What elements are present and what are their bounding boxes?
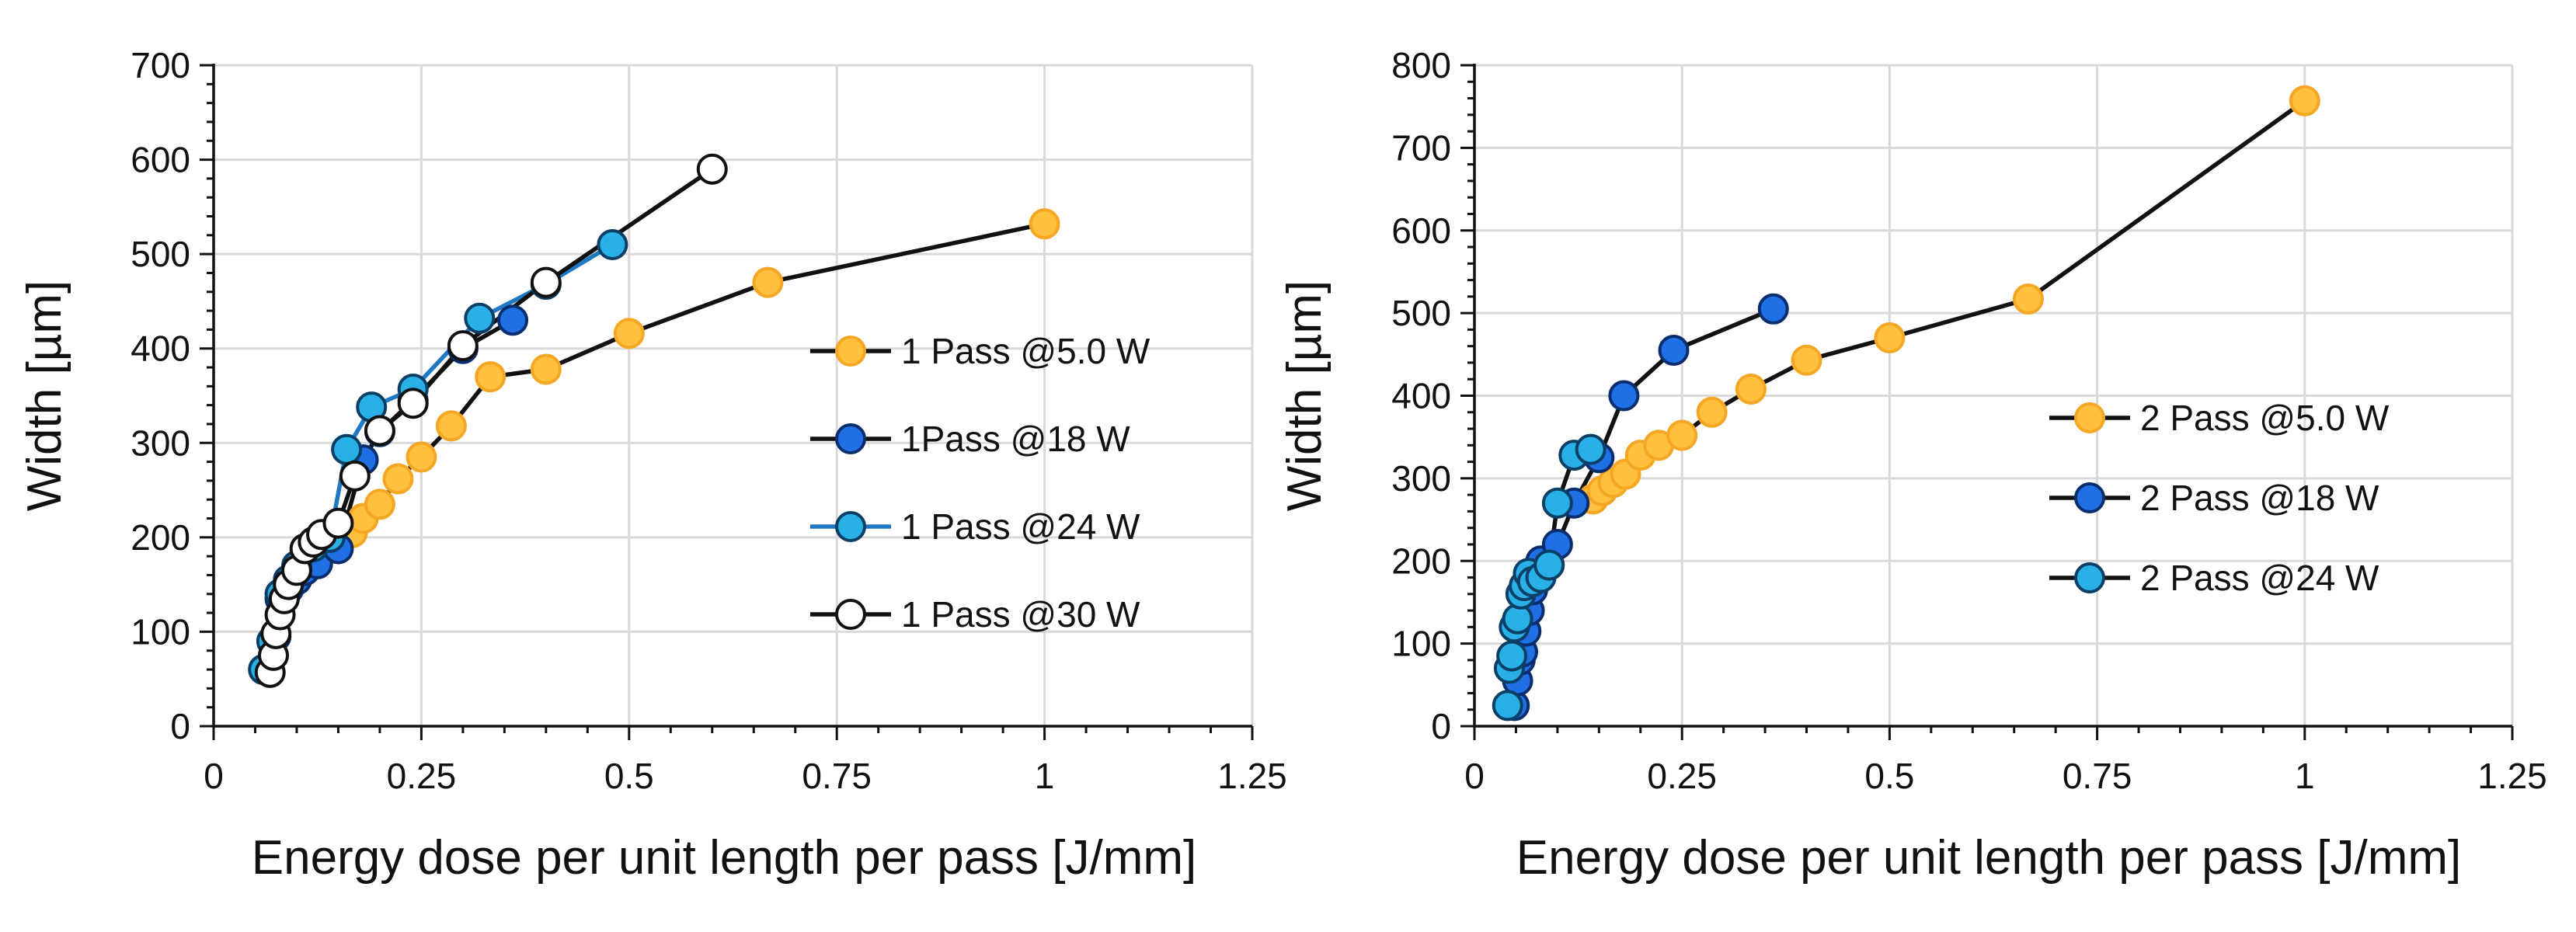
left-y-axis-title: Width [µm] (18, 280, 71, 512)
left-y-tick-label: 300 (131, 423, 190, 463)
left-series-1-point (530, 353, 562, 385)
left-series-4-point (447, 330, 479, 362)
right-y-tick-label: 800 (1391, 45, 1451, 85)
right-x-tick-label: 0.25 (1647, 756, 1717, 796)
left-series-1-point (1029, 208, 1060, 240)
right-y-tick-label: 500 (1391, 293, 1451, 333)
left-series-4-point (322, 507, 354, 539)
right-x-tick-label: 0.5 (1864, 756, 1914, 796)
left-series-1-point (382, 463, 414, 495)
right-legend-marker-3 (2074, 562, 2105, 593)
left-legend-label-2: 1Pass @18 W (901, 419, 1130, 459)
left-series-4-point (339, 460, 371, 492)
right-x-axis-title: Energy dose per unit length per pass [J/… (1516, 831, 2462, 885)
left-series-2-point (497, 304, 529, 336)
left-x-tick-label: 0.25 (387, 756, 457, 796)
right-y-tick-label: 700 (1391, 127, 1451, 168)
right-series-1-point (1874, 322, 1906, 354)
left-legend-label-1: 1 Pass @5.0 W (901, 331, 1150, 371)
left-series-4-point (364, 415, 395, 447)
right-legend-marker-2 (2074, 482, 2105, 513)
left-series-1-point (613, 318, 645, 350)
left-series-1-point (435, 410, 467, 442)
chart-right-2pass: 0 100 200 300 400 500 600 700 800 0 0.25 0.5 0.75 1 1.… (1278, 45, 2547, 885)
right-series-3-point (1533, 549, 1565, 581)
right-series-3-point (1492, 690, 1523, 722)
left-x-tick-label: 0.75 (802, 756, 872, 796)
left-x-tick-label: 1 (1035, 756, 1055, 796)
right-y-tick-label: 100 (1391, 624, 1451, 664)
left-y-tick-label: 0 (170, 706, 190, 746)
chart-left-1pass: 0 100 200 300 400 500 600 700 0 0.25 0.5 0.75 1 1.25 E… (18, 45, 1287, 885)
left-x-axis-title: Energy dose per unit length per pass [J/… (252, 831, 1197, 885)
left-y-tick-label: 700 (131, 45, 190, 85)
right-legend-label-2: 2 Pass @18 W (2140, 478, 2379, 518)
right-x-tick-label: 1 (2295, 756, 2315, 796)
left-series-1-point (475, 361, 506, 393)
right-series-1-point (1696, 396, 1728, 428)
right-series-3-point (1541, 487, 1573, 519)
right-series-1-point (2012, 283, 2044, 315)
left-legend-label-4: 1 Pass @30 W (901, 594, 1140, 635)
right-series-2-point (1658, 334, 1690, 366)
right-series-3-point (1496, 640, 1528, 672)
right-x-tick-label: 0.75 (2063, 756, 2132, 796)
right-x-tick-label: 1.25 (2477, 756, 2547, 796)
left-series-4-point (530, 266, 562, 298)
right-series-3-point (1575, 433, 1607, 465)
left-legend-marker-2 (835, 423, 866, 454)
right-series-2-point (1608, 380, 1640, 412)
left-y-tick-label: 500 (131, 234, 190, 274)
left-series-3-point (331, 433, 363, 465)
left-y-tick-label: 400 (131, 329, 190, 369)
left-series-1-point (752, 266, 784, 298)
left-x-tick-label: 0 (204, 756, 224, 796)
left-series-3-point (464, 302, 496, 334)
right-x-tick-label: 0 (1464, 756, 1485, 796)
left-legend-marker-3 (835, 511, 866, 542)
left-series-4-point (696, 153, 728, 185)
left-legend-label-3: 1 Pass @24 W (901, 506, 1140, 547)
right-legend-label-1: 2 Pass @5.0 W (2140, 398, 2390, 438)
left-x-tick-label: 0.5 (604, 756, 654, 796)
left-y-tick-label: 600 (131, 140, 190, 180)
right-series-1-point (1666, 419, 1698, 451)
right-legend-label-3: 2 Pass @24 W (2140, 558, 2379, 598)
left-y-tick-label: 200 (131, 517, 190, 558)
right-y-tick-label: 200 (1391, 541, 1451, 581)
right-y-tick-label: 600 (1391, 210, 1451, 251)
left-y-tick-label: 100 (131, 611, 190, 652)
left-x-tick-label: 1.25 (1217, 756, 1287, 796)
right-series-2-point (1757, 293, 1789, 325)
right-y-tick-label: 0 (1431, 706, 1451, 746)
right-y-tick-label: 300 (1391, 458, 1451, 499)
right-y-tick-label: 400 (1391, 376, 1451, 416)
right-series-1-point (1791, 344, 1822, 376)
left-series-4-point (397, 388, 429, 419)
left-series-1-point (364, 489, 395, 520)
left-series-3-point (597, 228, 628, 260)
left-series-1-point (406, 441, 437, 473)
right-legend-marker-1 (2074, 402, 2105, 433)
right-series-1-point (1735, 373, 1767, 405)
right-series-1-point (2289, 85, 2320, 116)
left-legend-marker-1 (835, 336, 866, 367)
right-y-axis-title: Width [µm] (1278, 280, 1332, 512)
left-legend-marker-4 (835, 599, 866, 630)
